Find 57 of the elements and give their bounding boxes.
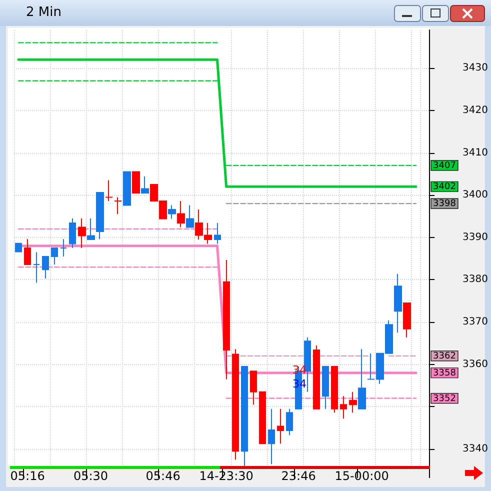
- y-tick-label: 3400: [462, 190, 488, 201]
- candlestick: [123, 171, 131, 206]
- candlestick: [141, 176, 149, 194]
- candlestick: [322, 366, 329, 410]
- candlestick: [51, 248, 58, 266]
- candlestick: [96, 192, 104, 240]
- y-tick-label: 3410: [462, 147, 488, 158]
- candlestick: [349, 391, 357, 414]
- candlestick: [87, 218, 95, 240]
- candlestick: [33, 252, 40, 284]
- candlestick: [241, 366, 248, 468]
- candlestick: [78, 218, 86, 248]
- candlestick: [105, 180, 113, 202]
- candlestick: [114, 196, 122, 215]
- candlestick: [358, 348, 366, 410]
- x-tick-label: 15-00:00: [334, 469, 389, 483]
- candlestick: [232, 348, 239, 460]
- data-label: 3362: [433, 351, 456, 362]
- x-tick-label: 05:16: [10, 469, 45, 483]
- candlestick: [168, 204, 176, 220]
- candlestick: [313, 344, 320, 410]
- y-tick-label: 3430: [462, 62, 488, 74]
- candlestick: [214, 222, 221, 244]
- candlestick: [177, 200, 185, 228]
- x-tick-label: 05:46: [146, 469, 180, 483]
- candlestick: [15, 242, 22, 252]
- candlestick: [60, 238, 67, 257]
- candlestick: [132, 171, 140, 194]
- y-tick-label: 3380: [462, 274, 488, 286]
- candlestick: [304, 336, 311, 392]
- x-tick-label: 05:30: [73, 469, 108, 483]
- candlestick: [250, 370, 257, 406]
- candlestick: [268, 408, 275, 465]
- y-tick-label: 3390: [462, 232, 488, 243]
- data-label: 3358: [433, 368, 456, 378]
- candlestick: [286, 408, 293, 436]
- candlestick: [223, 259, 230, 380]
- y-tick-label: 3370: [462, 316, 488, 328]
- chart-title: 2 Min: [26, 5, 62, 20]
- candlestick: [24, 238, 31, 266]
- candlestick: [69, 218, 76, 248]
- candlestick: [340, 396, 347, 420]
- data-label: 3398: [433, 199, 456, 210]
- y-tick-label: 3360: [462, 358, 488, 370]
- candlestick: [186, 204, 194, 228]
- y-tick-label: 3420: [462, 104, 488, 116]
- candlestick: [331, 366, 338, 414]
- y-tick-label: 3340: [462, 444, 488, 455]
- data-label: 3402: [433, 182, 456, 192]
- x-tick-label: 14-23:30: [199, 469, 254, 483]
- data-label: 3407: [433, 160, 456, 171]
- candlestick: [42, 256, 49, 279]
- candlestick: [403, 302, 411, 338]
- candlestick: [277, 408, 284, 444]
- data-label: 3352: [433, 394, 456, 404]
- candlestick: [394, 273, 402, 334]
- candlestick: [259, 391, 266, 444]
